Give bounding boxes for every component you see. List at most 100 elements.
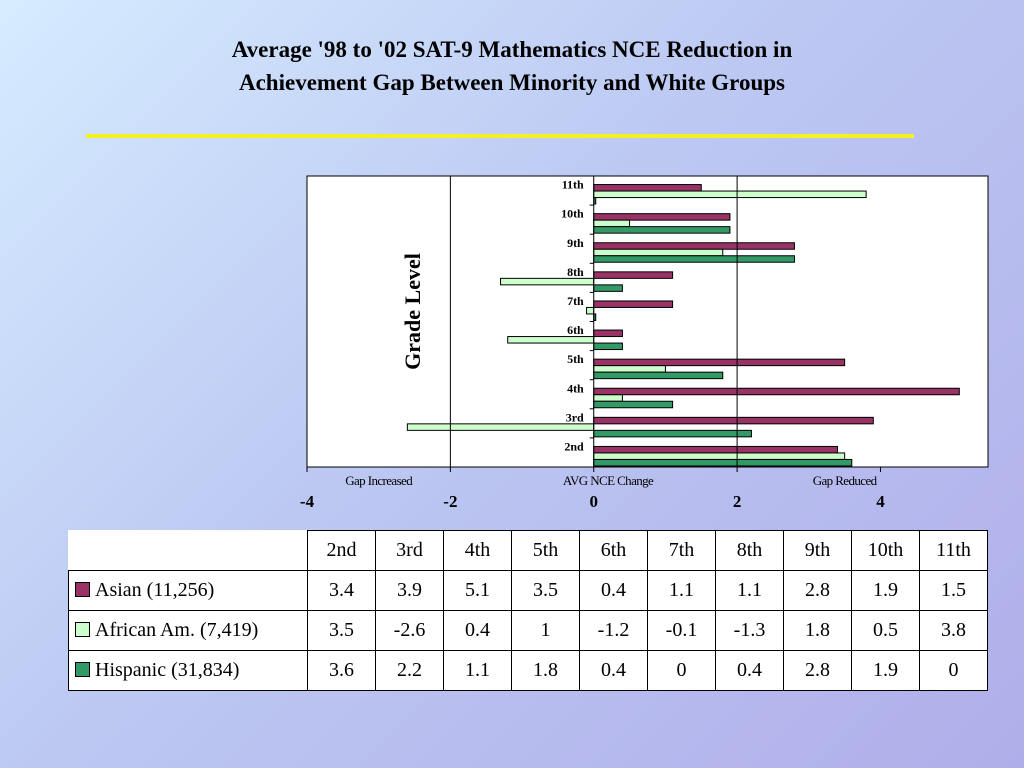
table-row: Asian (11,256) 3.4 3.9 5.1 3.5 0.4 1.1 1.1 2.8 1.… <box>68 570 988 611</box>
table-row: African Am. (7,419) 3.5 -2.6 0.4 1 -1.2 -0.1 -1… <box>68 610 988 651</box>
category-label: 10th <box>561 207 584 221</box>
table-cell: 0.4 <box>443 610 512 651</box>
category-label: 2nd <box>564 439 584 453</box>
bar-chart: -4 -2 0 2 4 Gap Increased AVG NCE Change Gap Re… <box>300 175 989 511</box>
bar-asian <box>593 300 674 308</box>
x-tick-label: -4 <box>300 492 315 511</box>
x-tick-label: 0 <box>589 492 598 511</box>
table-cell: 0.4 <box>579 650 648 691</box>
category-label: 9th <box>567 236 584 250</box>
bar-african <box>593 365 666 373</box>
legend-swatch <box>75 622 90 637</box>
table-column-header: 5th <box>511 530 580 571</box>
axis-annotation: Gap Reduced <box>813 473 878 488</box>
slide-title: Average '98 to '02 SAT-9 Mathematics NCE… <box>0 33 1024 99</box>
table-column-header: 7th <box>647 530 716 571</box>
table-cell: 0.5 <box>851 610 920 651</box>
category-label: 11th <box>562 178 584 192</box>
category-label: 5th <box>567 352 584 366</box>
bar-asian <box>593 387 960 396</box>
row-label: Asian (11,256) <box>68 570 308 611</box>
y-axis-label: Grade Level <box>400 253 425 370</box>
title-underline <box>86 134 914 138</box>
table-cell: -2.6 <box>375 610 444 651</box>
bar-african <box>406 423 595 431</box>
table-cell: -1.2 <box>579 610 648 651</box>
table-cell: 3.9 <box>375 570 444 611</box>
bar-african <box>593 248 724 257</box>
row-label: Hispanic (31,834) <box>68 650 308 691</box>
table-cell: 1.1 <box>715 570 784 611</box>
table-cell: 1 <box>511 610 580 651</box>
table-cell: 1.8 <box>511 650 580 691</box>
legend-swatch <box>75 662 90 677</box>
table-column-header: 3rd <box>375 530 444 571</box>
table-cell: 0 <box>919 650 988 691</box>
table-cell: 1.9 <box>851 650 920 691</box>
x-tick-label: -2 <box>443 492 457 511</box>
title-line-1: Average '98 to '02 SAT-9 Mathematics NCE… <box>231 37 793 62</box>
category-label: 8th <box>567 265 584 279</box>
bar-hispanic <box>593 226 731 234</box>
table-column-header: 6th <box>579 530 648 571</box>
table-cell: 0.4 <box>715 650 784 691</box>
bar-african <box>586 306 595 315</box>
table-cell: 0.4 <box>579 570 648 611</box>
table-cell: 2.8 <box>783 570 852 611</box>
bar-hispanic <box>593 400 674 409</box>
bar-hispanic <box>593 458 853 467</box>
table-column-header: 11th <box>919 530 988 571</box>
table-row: Hispanic (31,834) 3.6 2.2 1.1 1.8 0.4 0 0.4 2.8 1… <box>68 650 988 691</box>
bar-hispanic <box>593 255 795 263</box>
category-label: 7th <box>567 294 584 308</box>
bar-african <box>507 336 595 344</box>
legend-label: Asian (11,256) <box>95 579 215 601</box>
x-tick-label: 2 <box>733 492 742 511</box>
table-cell: 0 <box>647 650 716 691</box>
bar-hispanic <box>593 342 623 351</box>
bar-asian <box>593 445 838 454</box>
bar-african <box>593 452 846 460</box>
bar-asian <box>593 271 674 279</box>
table-cell: -0.1 <box>647 610 716 651</box>
table-cell: 1.1 <box>647 570 716 611</box>
table-cell: 1.8 <box>783 610 852 651</box>
table-column-header: 9th <box>783 530 852 571</box>
table-body: Asian (11,256) 3.4 3.9 5.1 3.5 0.4 1.1 1.1 2.8 1.… <box>68 570 988 691</box>
row-label: African Am. (7,419) <box>68 610 308 651</box>
table-cell: 3.6 <box>307 650 376 691</box>
table-cell: 5.1 <box>443 570 512 611</box>
table-cell: 3.8 <box>919 610 988 651</box>
axis-annotation: Gap Increased <box>345 473 413 488</box>
legend-label: Hispanic (31,834) <box>95 659 240 681</box>
table-column-header: 4th <box>443 530 512 571</box>
bar-asian <box>593 242 795 250</box>
axis-annotation: AVG NCE Change <box>563 473 654 488</box>
bar-hispanic <box>593 284 623 292</box>
bar-asian <box>593 329 623 338</box>
table-column-header: 8th <box>715 530 784 571</box>
category-label: 6th <box>567 323 584 337</box>
legend-label: African Am. (7,419) <box>95 619 259 641</box>
table-cell: 3.4 <box>307 570 376 611</box>
bar-asian <box>593 184 702 192</box>
table-cell: 2.2 <box>375 650 444 691</box>
bar-asian <box>593 358 846 367</box>
table-cell: -1.3 <box>715 610 784 651</box>
category-label: 4th <box>567 381 584 395</box>
bar-hispanic <box>593 429 752 438</box>
category-label: 3rd <box>566 410 584 424</box>
bar-african <box>593 190 867 199</box>
table-column-header: 2nd <box>307 530 376 571</box>
table-cell: 1.1 <box>443 650 512 691</box>
bar-hispanic <box>593 371 724 380</box>
title-line-2: Achievement Gap Between Minority and Whi… <box>238 70 786 95</box>
table-cell: 2.8 <box>783 650 852 691</box>
x-tick-label: 4 <box>876 492 885 511</box>
bar-african <box>500 277 595 286</box>
legend-swatch <box>75 582 90 597</box>
bar-african <box>593 394 623 402</box>
table-corner <box>68 530 308 571</box>
table-cell: 1.5 <box>919 570 988 611</box>
bar-asian <box>593 213 731 221</box>
